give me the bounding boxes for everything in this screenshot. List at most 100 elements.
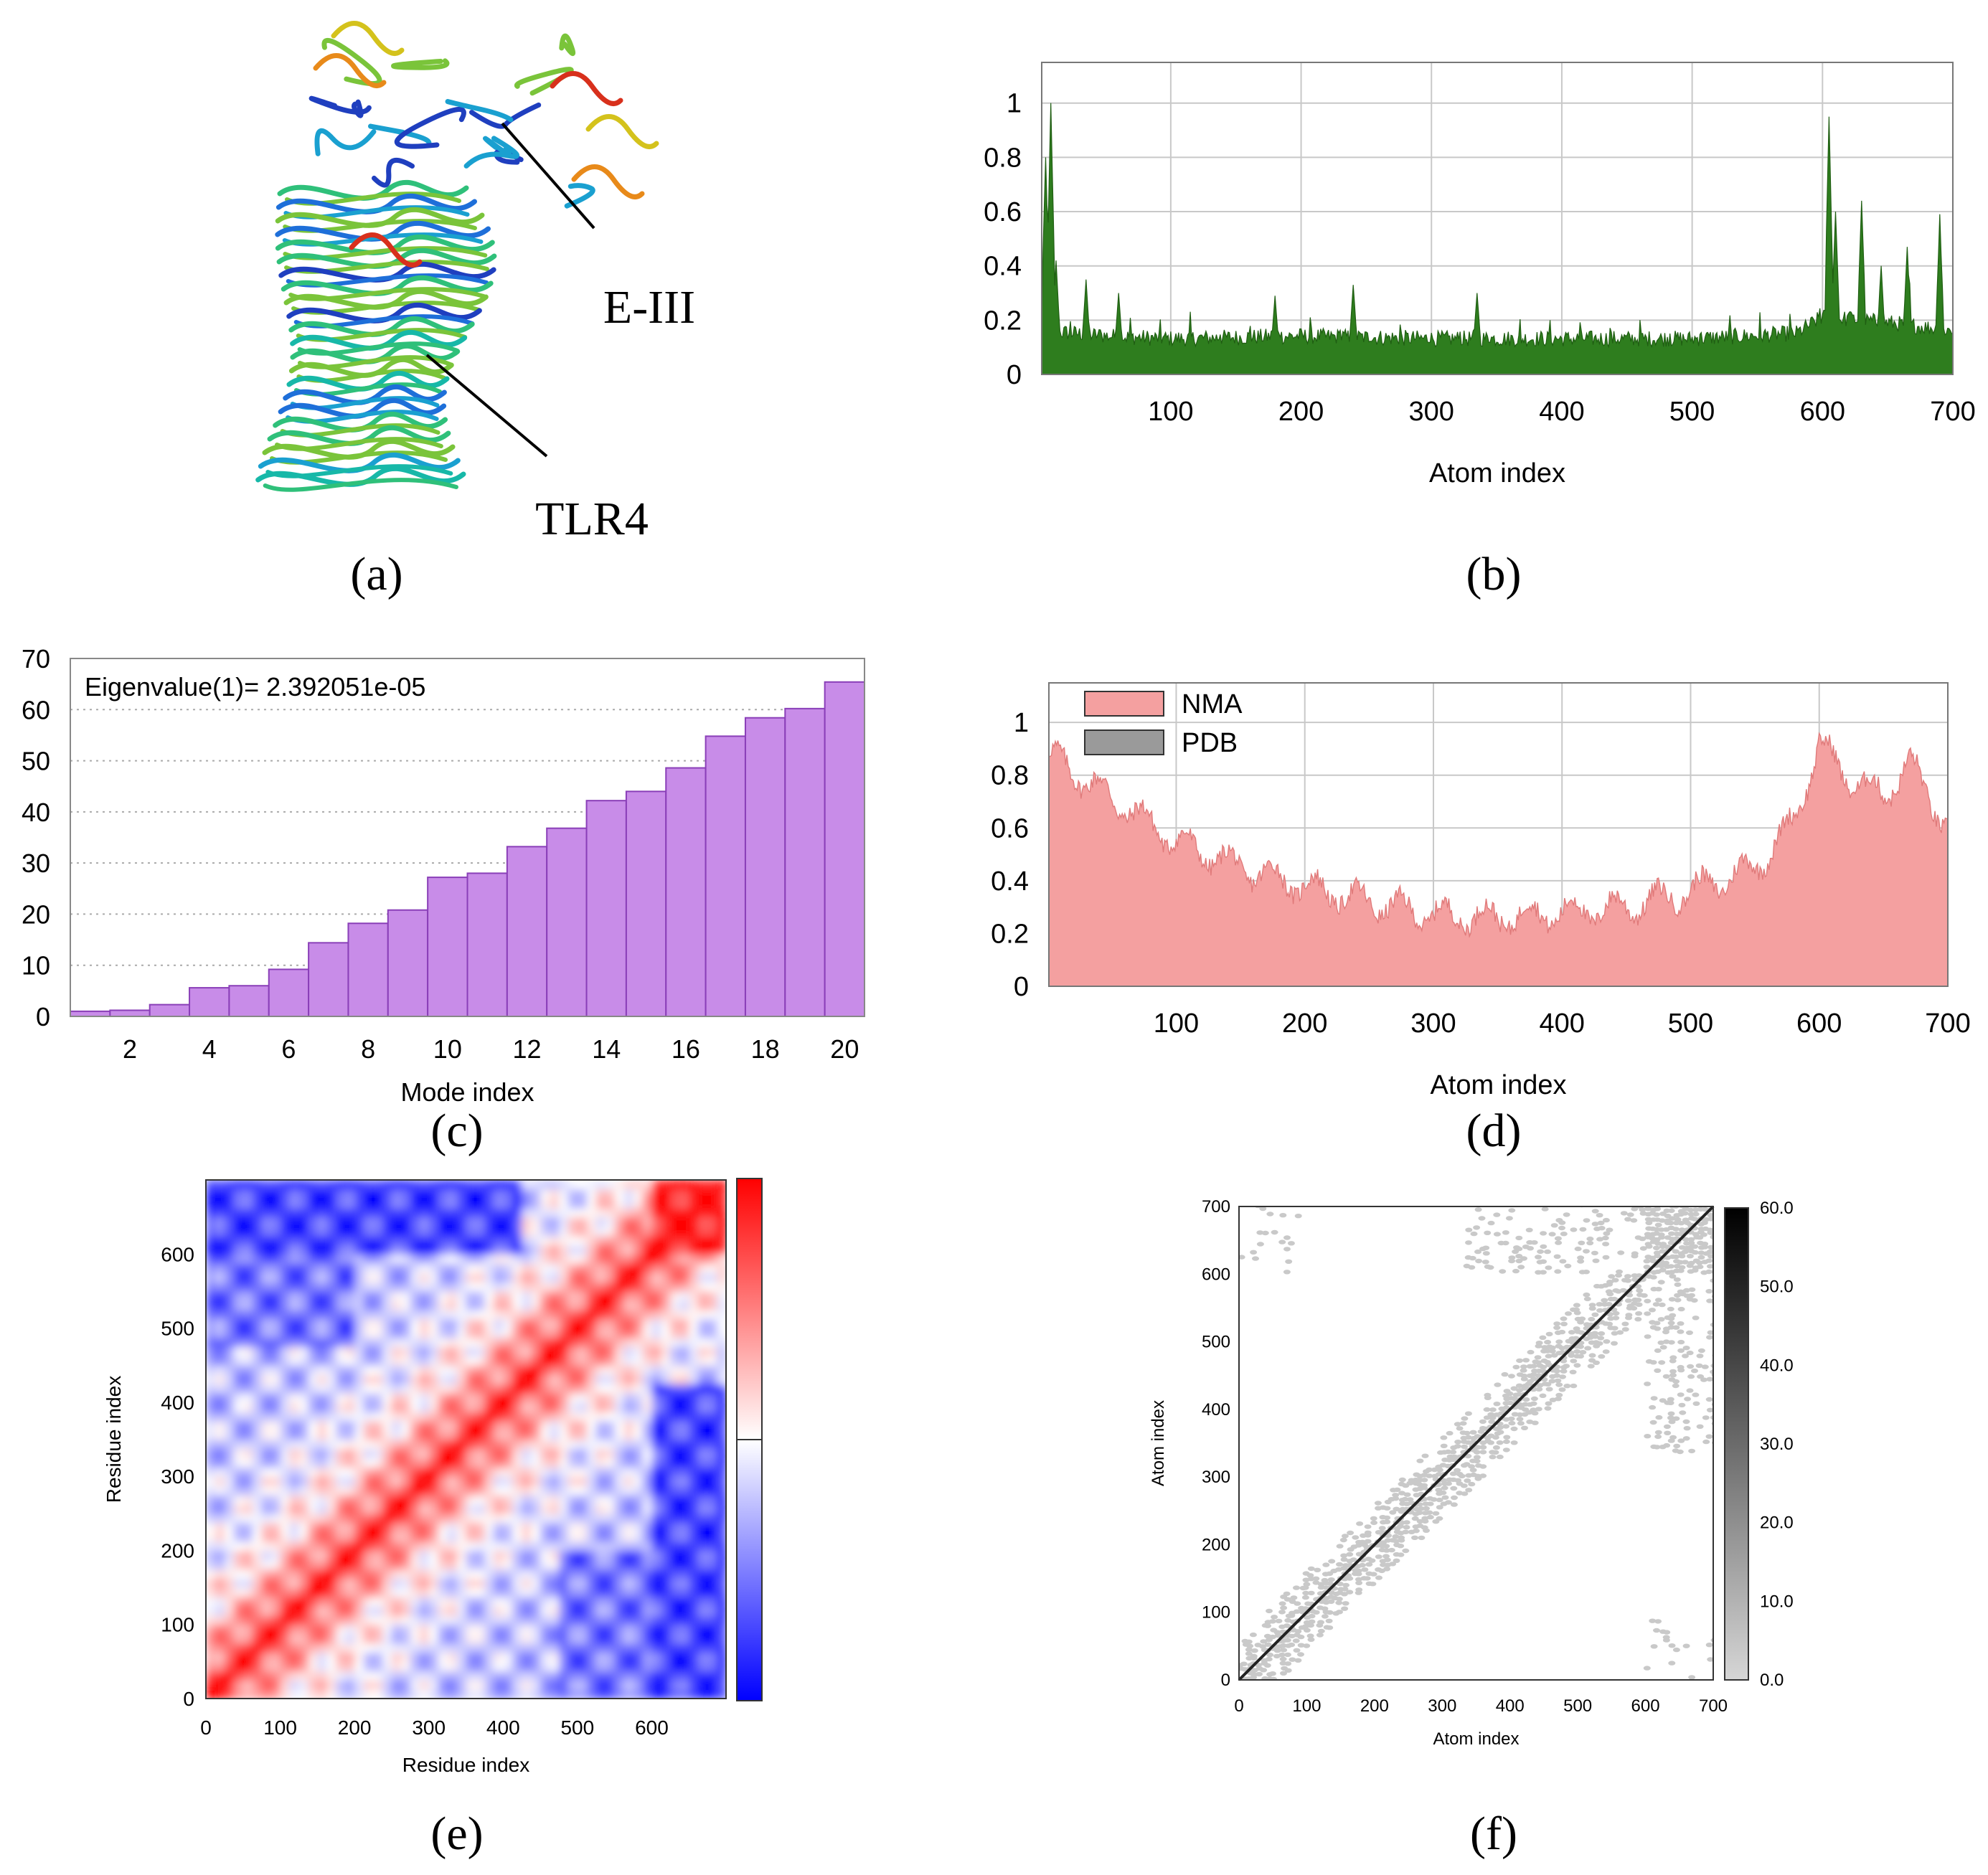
- contact-dot: [1658, 1360, 1666, 1365]
- heatmap-cell: [512, 1550, 523, 1561]
- heatmap-cell: [261, 1503, 272, 1514]
- heatmap-cell: [252, 1263, 263, 1274]
- heatmap-cell: [661, 1282, 672, 1292]
- heatmap-cell: [447, 1467, 458, 1478]
- contact-dot: [1459, 1421, 1467, 1426]
- heatmap-cell: [595, 1207, 606, 1218]
- y-tick-label: 0.6: [984, 197, 1022, 227]
- contact-dot: [1548, 1379, 1556, 1384]
- contact-dot: [1650, 1396, 1658, 1401]
- heatmap-cell: [670, 1439, 681, 1450]
- heatmap-cell: [689, 1503, 699, 1514]
- heatmap-cell: [317, 1513, 328, 1524]
- heatmap-cell: [317, 1226, 328, 1237]
- contact-dot: [1507, 1400, 1514, 1406]
- heatmap-cell: [522, 1290, 532, 1301]
- contact-dot: [1260, 1668, 1268, 1673]
- heatmap-cell: [494, 1337, 504, 1348]
- heatmap-cell: [717, 1290, 726, 1301]
- heatmap-cell: [707, 1282, 717, 1292]
- heatmap-cell: [531, 1328, 541, 1338]
- heatmap-cell: [428, 1346, 439, 1357]
- heatmap-cell: [531, 1272, 541, 1283]
- heatmap-cell: [494, 1559, 504, 1570]
- x-tick-label: 700: [1930, 397, 1975, 427]
- heatmap-cell: [289, 1587, 300, 1597]
- heatmap-cell: [252, 1541, 263, 1552]
- heatmap-cell: [391, 1615, 402, 1625]
- heatmap-cell: [280, 1503, 291, 1514]
- heatmap-cell: [391, 1531, 402, 1542]
- heatmap-cell: [484, 1531, 495, 1542]
- heatmap-cell: [651, 1272, 662, 1283]
- heatmap-cell: [586, 1337, 597, 1348]
- heatmap-cell: [382, 1365, 392, 1376]
- heatmap-cell: [614, 1587, 625, 1597]
- heatmap-cell: [707, 1652, 717, 1663]
- heatmap-cell: [623, 1476, 634, 1486]
- contact-dot: [1649, 1360, 1657, 1365]
- heatmap-cell: [206, 1272, 216, 1283]
- heatmap-cell: [354, 1328, 364, 1338]
- heatmap-cell: [280, 1633, 291, 1644]
- heatmap-cell: [679, 1309, 690, 1320]
- heatmap-cell: [206, 1467, 216, 1478]
- heatmap-cell: [679, 1513, 690, 1524]
- heatmap-cell: [419, 1180, 430, 1190]
- heatmap-cell: [215, 1430, 225, 1440]
- heatmap-cell: [298, 1550, 309, 1561]
- heatmap-cell: [512, 1467, 523, 1478]
- heatmap-cell: [595, 1180, 606, 1190]
- heatmap-cell: [233, 1235, 244, 1246]
- heatmap-cell: [354, 1467, 364, 1478]
- heatmap-cell: [224, 1615, 235, 1625]
- heatmap-cell: [623, 1541, 634, 1552]
- heatmap-cell: [242, 1587, 253, 1597]
- heatmap-cell: [512, 1254, 523, 1265]
- contact-dot: [1545, 1265, 1553, 1270]
- contact-dot: [1464, 1478, 1471, 1483]
- contact-dot: [1593, 1360, 1600, 1366]
- heatmap-cell: [326, 1486, 337, 1496]
- heatmap-cell: [456, 1309, 467, 1320]
- heatmap-cell: [336, 1318, 347, 1329]
- contact-dot: [1579, 1350, 1587, 1355]
- contact-dot: [1672, 1325, 1680, 1330]
- heatmap-cell: [512, 1522, 523, 1533]
- heatmap-cell: [642, 1605, 653, 1616]
- heatmap-cell: [586, 1318, 597, 1329]
- contact-dot: [1297, 1634, 1305, 1640]
- heatmap-cell: [633, 1448, 644, 1459]
- contact-dot: [1588, 1316, 1596, 1322]
- heatmap-cell: [373, 1689, 383, 1699]
- heatmap-cell: [438, 1272, 448, 1283]
- heatmap-cell: [447, 1569, 458, 1579]
- y-tick-label: 50: [22, 747, 50, 776]
- contact-dot: [1306, 1633, 1314, 1638]
- heatmap-cell: [233, 1615, 244, 1625]
- heatmap-cell: [586, 1605, 597, 1616]
- heatmap-cell: [400, 1633, 411, 1644]
- contact-dot: [1554, 1269, 1562, 1274]
- heatmap-cell: [586, 1569, 597, 1579]
- heatmap-cell: [336, 1430, 347, 1440]
- heatmap-cell: [642, 1356, 653, 1366]
- heatmap-cell: [326, 1337, 337, 1348]
- heatmap-cell: [540, 1531, 550, 1542]
- contact-dot: [1293, 1585, 1300, 1590]
- heatmap-cell: [707, 1207, 717, 1218]
- heatmap-cell: [550, 1365, 560, 1376]
- heatmap-cell: [503, 1272, 514, 1283]
- heatmap-cell: [559, 1624, 569, 1635]
- x-tick-label: 10: [433, 1034, 462, 1064]
- heatmap-cell: [661, 1578, 672, 1589]
- heatmap-cell: [215, 1337, 225, 1348]
- heatmap-cell: [605, 1365, 616, 1376]
- contact-dot: [1488, 1419, 1496, 1425]
- contact-dot: [1697, 1374, 1705, 1379]
- heatmap-cell: [623, 1328, 634, 1338]
- heatmap-cell: [261, 1374, 272, 1384]
- contact-dot: [1268, 1671, 1276, 1676]
- heatmap-cell: [503, 1263, 514, 1274]
- heatmap-cell: [242, 1624, 253, 1635]
